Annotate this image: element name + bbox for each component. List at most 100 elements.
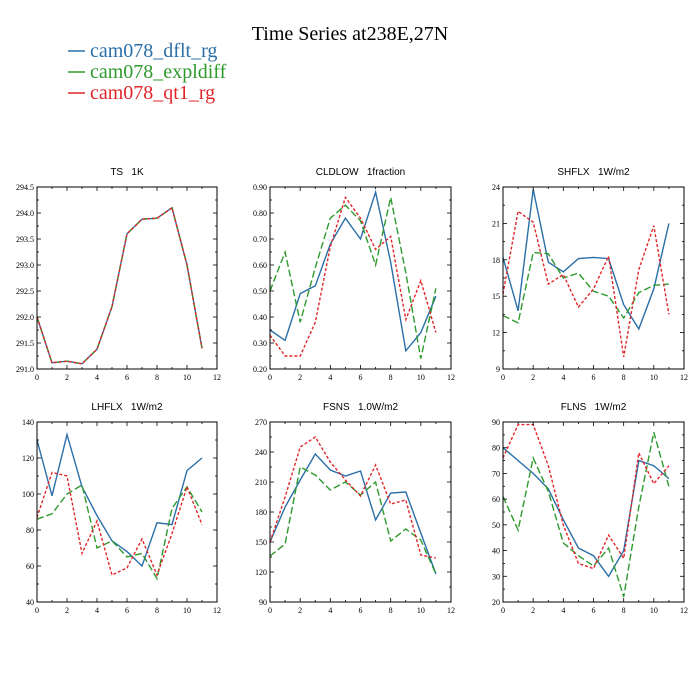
x-tick-label: 2 — [298, 606, 302, 615]
series-line — [269, 452, 437, 575]
chart-panel: LHFLX 1W/m2 0 2 4 6 8 10 12 40 60 80 100 120 140 — [22, 402, 221, 615]
x-tick-label: 6 — [359, 606, 363, 615]
plot-frame — [269, 421, 452, 603]
series-line — [269, 197, 437, 359]
y-tick-label: 90 — [259, 598, 267, 607]
x-tick-label: 6 — [125, 606, 129, 615]
chart-panel: CLDLOW 1fraction 0 2 4 6 8 10 12 0.20 0.30 0.40 0.5… — [253, 167, 455, 382]
y-tick-label: 291.0 — [16, 365, 34, 374]
y-tick-label: 240 — [255, 448, 267, 457]
y-tick-label: 80 — [26, 526, 34, 535]
chart-panel: TS 1K 0 2 4 6 8 10 12 291.0 291.5 292.0 292.5 293.0 2… — [16, 167, 221, 382]
y-tick-label: 0.90 — [253, 183, 267, 192]
y-tick-label: 21 — [492, 219, 500, 228]
panel-title: TS 1K — [110, 167, 144, 178]
y-tick-label: 180 — [255, 508, 267, 517]
x-tick-label: 12 — [213, 606, 221, 615]
x-tick-label: 4 — [561, 373, 565, 382]
x-tick-label: 0 — [268, 606, 272, 615]
series-line — [36, 471, 203, 577]
y-tick-label: 50 — [492, 521, 500, 530]
panel-title: FSNS 1.0W/m2 — [323, 402, 398, 413]
series-line — [36, 206, 203, 365]
x-tick-label: 0 — [268, 373, 272, 382]
x-tick-label: 4 — [561, 606, 565, 615]
y-tick-label: 60 — [26, 562, 34, 571]
y-tick-label: 0.30 — [253, 339, 267, 348]
x-tick-label: 2 — [65, 373, 69, 382]
x-tick-label: 12 — [447, 373, 455, 382]
x-tick-label: 8 — [389, 606, 393, 615]
y-tick-label: 0.50 — [253, 287, 267, 296]
x-tick-label: 4 — [328, 373, 332, 382]
y-tick-label: 70 — [492, 469, 500, 478]
panel-title: LHFLX 1W/m2 — [91, 402, 163, 413]
x-tick-label: 2 — [531, 606, 535, 615]
x-tick-label: 6 — [359, 373, 363, 382]
legend-label: cam078_qt1_rg — [90, 82, 215, 104]
figure-title: Time Series at238E,27N — [252, 23, 448, 45]
x-tick-label: 6 — [125, 373, 129, 382]
y-tick-label: 0.70 — [253, 235, 267, 244]
x-tick-label: 2 — [531, 373, 535, 382]
x-tick-label: 0 — [501, 606, 505, 615]
series-line — [502, 189, 670, 331]
chart-panel: FLNS 1W/m2 0 2 4 6 8 10 12 20 30 40 50 60 70 80 90 — [492, 402, 688, 615]
y-tick-label: 40 — [26, 598, 34, 607]
y-tick-label: 90 — [492, 418, 500, 427]
series-line — [502, 251, 669, 324]
x-tick-label: 12 — [213, 373, 221, 382]
y-tick-label: 270 — [255, 418, 267, 427]
y-tick-label: 0.40 — [253, 313, 267, 322]
x-tick-label: 8 — [622, 373, 626, 382]
x-tick-label: 10 — [650, 606, 658, 615]
x-tick-label: 0 — [501, 373, 505, 382]
legend: cam078_dflt_rgcam078_expldiffcam078_qt1_… — [68, 40, 227, 104]
y-tick-label: 30 — [492, 572, 500, 581]
series-line — [502, 432, 670, 598]
x-tick-label: 8 — [622, 606, 626, 615]
x-tick-label: 2 — [65, 606, 69, 615]
x-tick-label: 4 — [95, 373, 99, 382]
x-tick-label: 10 — [183, 373, 191, 382]
x-tick-label: 12 — [680, 373, 688, 382]
y-tick-label: 120 — [22, 454, 34, 463]
chart-panels: TS 1K0 2 4 6 8 10 12291.0291.5292.0292.5293.02… — [16, 167, 688, 615]
x-tick-label: 10 — [183, 606, 191, 615]
plot-frame — [502, 421, 685, 603]
y-tick-label: 293.5 — [16, 235, 34, 244]
y-tick-label: 0.60 — [253, 261, 267, 270]
y-tick-label: 18 — [492, 256, 500, 265]
x-tick-label: 6 — [592, 373, 596, 382]
series-line — [36, 206, 203, 365]
x-tick-label: 6 — [592, 606, 596, 615]
y-tick-label: 150 — [255, 538, 267, 547]
x-tick-label: 8 — [155, 606, 159, 615]
series-line — [502, 447, 670, 578]
y-tick-label: 12 — [492, 329, 500, 338]
series-line — [269, 436, 437, 559]
series-line — [36, 483, 203, 581]
y-tick-label: 60 — [492, 495, 500, 504]
series-line — [269, 195, 437, 357]
panel-title: FLNS 1W/m2 — [561, 402, 627, 413]
y-tick-label: 294.0 — [16, 209, 34, 218]
series-line — [502, 210, 670, 358]
y-tick-label: 120 — [255, 568, 267, 577]
y-tick-label: 293.0 — [16, 261, 34, 270]
legend-label: cam078_dflt_rg — [90, 40, 217, 62]
x-tick-label: 12 — [447, 606, 455, 615]
x-tick-label: 8 — [155, 373, 159, 382]
series-line — [36, 206, 203, 365]
y-tick-label: 294.5 — [16, 183, 34, 192]
y-tick-label: 140 — [22, 418, 34, 427]
y-tick-label: 0.20 — [253, 365, 267, 374]
chart-panel: FSNS 1.0W/m2 0 2 4 6 8 10 12 90 120 150 180 210 240 27… — [255, 402, 455, 615]
x-tick-label: 10 — [417, 373, 425, 382]
x-tick-label: 10 — [650, 373, 658, 382]
y-tick-label: 9 — [496, 365, 500, 374]
y-tick-label: 210 — [255, 478, 267, 487]
series-line — [36, 431, 203, 568]
